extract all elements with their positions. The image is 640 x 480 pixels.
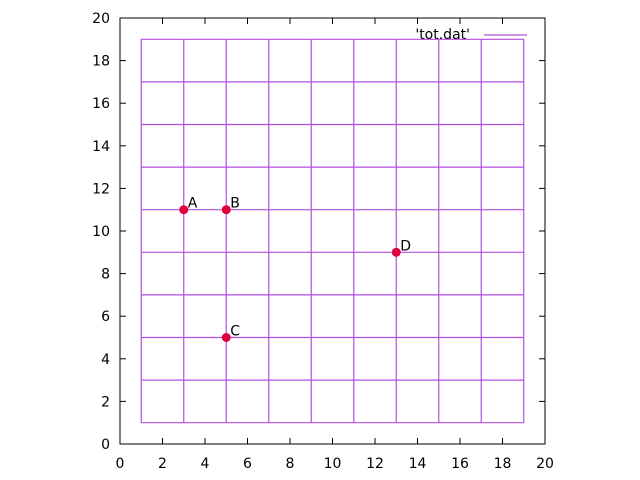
- data-points: A B C D: [179, 196, 411, 342]
- x-tick-label: 0: [116, 456, 125, 472]
- point-label-d: D: [400, 238, 411, 254]
- data-point-d: [391, 247, 401, 257]
- x-tick-label: 20: [536, 456, 554, 472]
- x-tick-label: 16: [451, 456, 469, 472]
- y-tick-label: 8: [101, 267, 110, 283]
- y-tick-label: 20: [92, 11, 110, 27]
- point-label-c: C: [230, 324, 240, 340]
- y-tick-label: 4: [101, 352, 110, 368]
- axis-ticks: 0 2 4 6 8 10 12 14 16 18 20 0 2 4 6 8 10 12 14 16 18 20: [92, 11, 554, 472]
- data-point-b: [221, 205, 231, 215]
- x-tick-label: 4: [201, 456, 210, 472]
- x-tick-label: 12: [366, 456, 384, 472]
- x-tick-label: 18: [494, 456, 512, 472]
- data-point-c: [221, 333, 231, 342]
- x-tick-label: 2: [158, 456, 167, 472]
- x-tick-label: 8: [286, 456, 295, 472]
- y-tick-label: 0: [101, 437, 110, 453]
- y-tick-label: 14: [92, 139, 110, 155]
- x-tick-label: 14: [409, 456, 427, 472]
- y-tick-label: 2: [101, 394, 110, 410]
- y-tick-label: 16: [92, 96, 110, 112]
- x-tick-label: 6: [243, 456, 252, 472]
- x-tick-label: 10: [324, 456, 342, 472]
- y-tick-label: 12: [92, 181, 110, 197]
- y-tick-label: 6: [101, 309, 110, 325]
- y-tick-label: 18: [92, 54, 110, 70]
- point-label-a: A: [188, 196, 198, 212]
- legend: 'tot.dat': [415, 27, 527, 43]
- point-label-b: B: [230, 196, 240, 212]
- grid-lines: [140, 38, 525, 424]
- data-point-a: [179, 205, 189, 215]
- legend-label: 'tot.dat': [415, 27, 470, 43]
- y-tick-label: 10: [92, 224, 110, 240]
